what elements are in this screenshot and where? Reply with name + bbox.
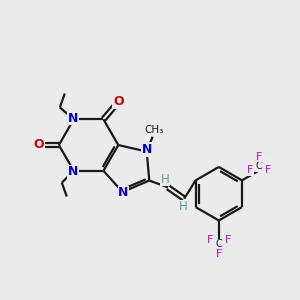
Text: O: O [34,138,44,151]
Text: C: C [215,239,222,249]
Text: F: F [224,235,231,245]
Text: F: F [247,165,253,176]
Text: F: F [256,152,262,162]
Text: N: N [68,112,78,125]
Text: F: F [216,249,222,259]
Text: CH₃: CH₃ [144,125,163,135]
Text: H: H [179,200,188,213]
Text: C: C [256,161,262,172]
Text: H: H [160,173,169,186]
Text: N: N [142,143,152,156]
Text: O: O [113,95,124,108]
Text: N: N [118,187,129,200]
Text: F: F [265,165,271,176]
Text: F: F [207,235,213,245]
Text: N: N [68,165,78,178]
